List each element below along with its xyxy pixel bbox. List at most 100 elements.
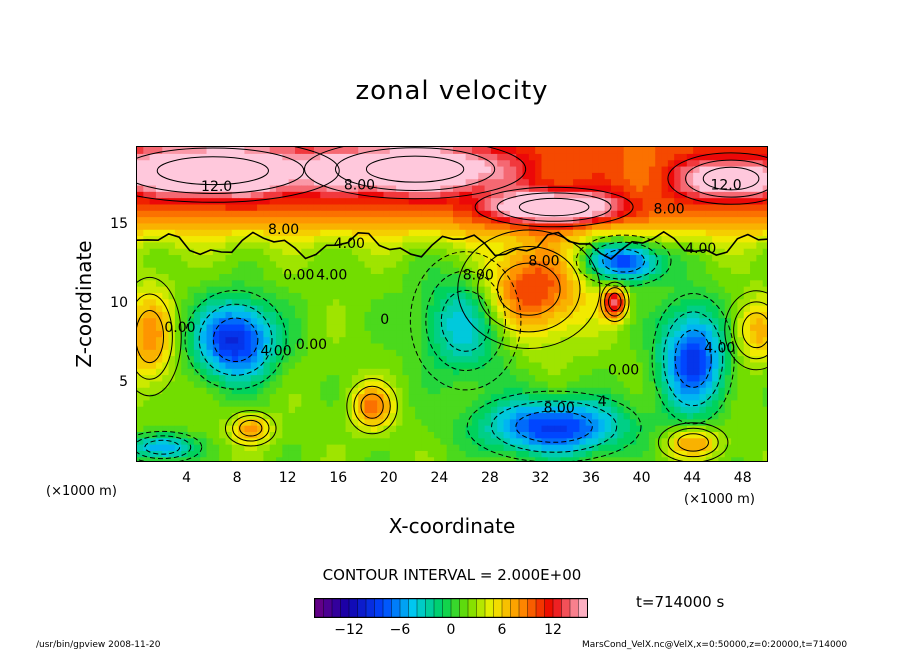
field-cell: [225, 267, 233, 274]
field-cell: [137, 279, 144, 287]
field-cell: [516, 323, 524, 331]
field-cell: [288, 355, 296, 363]
field-cell: [724, 380, 732, 388]
field-cell: [756, 222, 764, 230]
field-cell: [288, 336, 296, 344]
field-cell: [219, 450, 227, 458]
field-cell: [623, 184, 631, 192]
field-cell: [535, 165, 543, 173]
field-cell: [257, 305, 264, 312]
field-cell: [693, 431, 701, 439]
field-cell: [623, 165, 631, 173]
field-cell: [743, 203, 751, 211]
field-cell: [351, 361, 359, 369]
field-cell: [396, 361, 404, 369]
field-cell: [263, 450, 271, 458]
field-cell: [364, 342, 372, 350]
field-cell: [528, 260, 536, 268]
field-cell: [648, 241, 656, 249]
field-cell: [655, 380, 663, 388]
field-cell: [629, 349, 637, 357]
field-cell: [282, 292, 290, 300]
field-cell: [313, 273, 321, 281]
field-cell: [737, 399, 745, 407]
field-cell: [648, 330, 656, 338]
field-cell: [655, 210, 663, 218]
field-cell: [231, 235, 239, 243]
field-cell: [326, 374, 334, 382]
field-cell: [313, 248, 321, 256]
field-cell: [187, 298, 195, 306]
field-cell: [212, 273, 220, 281]
field-cell: [648, 431, 656, 439]
field-cell: [478, 450, 486, 458]
field-cell: [257, 330, 264, 338]
field-cell: [263, 222, 271, 230]
field-cell: [288, 254, 296, 262]
field-cell: [686, 311, 694, 319]
field-cell: [554, 159, 562, 167]
field-cell: [648, 147, 656, 154]
field-cell: [307, 355, 315, 363]
field-cell: [541, 241, 549, 249]
field-cell: [269, 399, 277, 407]
field-cell: [471, 210, 479, 218]
field-cell: [212, 197, 220, 205]
field-cell: [193, 330, 201, 338]
field-cell: [604, 380, 612, 388]
field-cell: [212, 355, 220, 363]
field-cell: [705, 267, 713, 274]
field-cell: [648, 254, 656, 262]
field-cell: [389, 431, 397, 439]
field-cell: [181, 437, 189, 445]
field-cell: [712, 216, 720, 224]
field-cell: [573, 267, 580, 274]
field-cell: [712, 412, 720, 420]
field-cell: [497, 210, 505, 218]
field-cell: [547, 197, 555, 205]
field-cell: [661, 437, 669, 445]
field-cell: [320, 336, 328, 344]
field-cell: [642, 311, 650, 319]
field-cell: [244, 260, 252, 268]
field-cell: [219, 203, 227, 211]
field-cell: [225, 210, 233, 218]
field-cell: [547, 330, 555, 338]
field-cell: [137, 216, 144, 224]
field-cell: [206, 292, 214, 300]
field-cell: [193, 349, 201, 357]
field-cell: [320, 374, 328, 382]
field-cell: [181, 235, 189, 243]
field-cell: [288, 374, 296, 382]
field-cell: [351, 393, 359, 401]
field-cell: [484, 279, 492, 287]
field-cell: [193, 399, 201, 407]
field-cell: [351, 349, 359, 357]
field-cell: [636, 380, 644, 388]
field-cell: [219, 431, 227, 439]
field-cell: [155, 399, 163, 407]
field-cell: [383, 450, 391, 458]
field-cell: [313, 317, 321, 325]
field-cell: [737, 254, 745, 262]
field-cell: [339, 311, 347, 319]
field-cell: [351, 355, 359, 363]
field-cell: [149, 399, 157, 407]
field-cell: [364, 450, 372, 458]
field-cell: [238, 361, 246, 369]
field-cell: [743, 336, 751, 344]
field-cell: [415, 273, 422, 281]
field-cell: [699, 431, 707, 439]
field-cell: [573, 406, 580, 414]
field-cell: [446, 203, 454, 211]
field-cell: [408, 229, 416, 237]
field-cell: [471, 165, 479, 173]
field-cell: [629, 393, 637, 401]
field-cell: [705, 311, 713, 319]
field-cell: [427, 368, 435, 376]
field-cell: [490, 267, 498, 274]
field-cell: [282, 355, 290, 363]
field-cell: [155, 241, 163, 249]
field-cell: [541, 406, 549, 414]
field-cell: [756, 374, 764, 382]
